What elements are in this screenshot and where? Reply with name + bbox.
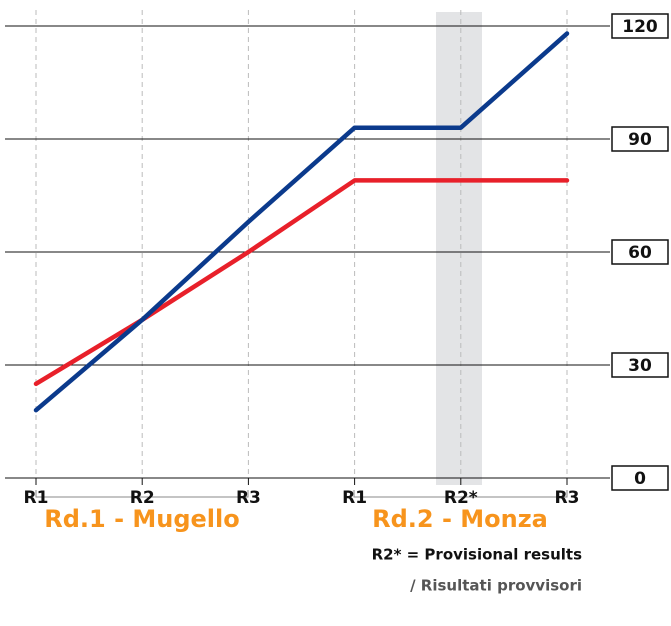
y-tick-label: 30 <box>628 356 652 376</box>
series-line <box>33 178 570 387</box>
x-tick-label: R1 <box>24 488 49 508</box>
y-tick-box <box>611 239 669 265</box>
x-tick-label: R3 <box>236 488 261 508</box>
y-tick-box <box>611 126 669 152</box>
provisional-highlight <box>436 12 482 485</box>
group-bracket <box>353 490 568 498</box>
group-label: Rd.2 - Monza <box>372 505 548 533</box>
x-tick-label: R1 <box>342 488 367 508</box>
y-tick-box <box>611 13 669 39</box>
group-bracket <box>35 490 249 498</box>
y-tick-label: 90 <box>628 130 652 150</box>
x-tick-label: R3 <box>555 488 580 508</box>
y-tick-label: 0 <box>634 469 646 489</box>
y-tick-box <box>611 465 669 491</box>
y-tick-box <box>611 352 669 378</box>
x-tick-label: R2 <box>130 488 155 508</box>
series-line <box>33 31 570 413</box>
note: R2* = Provisional results <box>372 546 582 564</box>
note-translation: / Risultati provvisori <box>410 577 582 595</box>
y-tick-label: 60 <box>628 243 652 263</box>
group-label: Rd.1 - Mugello <box>44 505 240 533</box>
y-tick-label: 120 <box>622 17 658 37</box>
x-tick-label: R2* <box>444 488 478 508</box>
